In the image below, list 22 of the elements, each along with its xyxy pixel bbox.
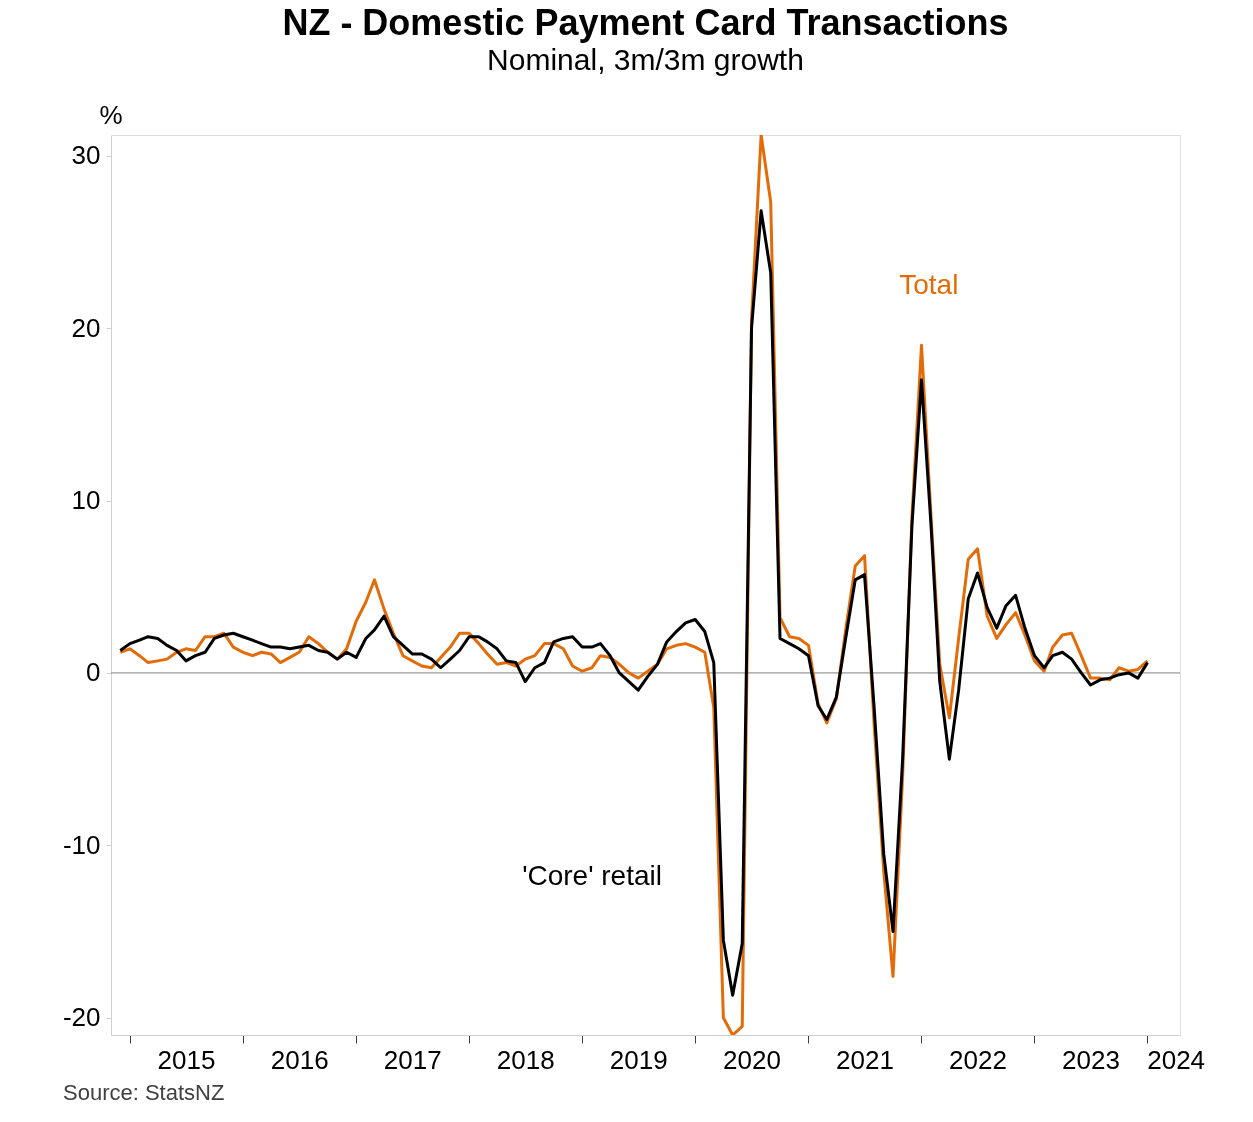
chart-subtitle: Nominal, 3m/3m growth bbox=[487, 43, 804, 76]
x-tick-label: 2016 bbox=[270, 1044, 329, 1075]
x-tick-label: 2018 bbox=[496, 1044, 555, 1075]
x-tick-label: 2017 bbox=[383, 1044, 442, 1075]
series-label: Total bbox=[899, 269, 959, 301]
y-tick-label: 10 bbox=[71, 485, 101, 516]
y-tick-label: -20 bbox=[62, 1002, 101, 1033]
y-tick-label: -10 bbox=[62, 829, 101, 860]
chart-title: NZ - Domestic Payment Card Transactions bbox=[282, 2, 1009, 43]
x-tick-label: 2015 bbox=[157, 1044, 216, 1075]
y-tick-label: 0 bbox=[86, 657, 101, 688]
y-tick-label: 20 bbox=[71, 312, 101, 343]
x-tick-label: 2021 bbox=[836, 1044, 894, 1075]
source-note: Source: StatsNZ bbox=[63, 1080, 225, 1105]
x-tick-label: 2023 bbox=[1062, 1044, 1120, 1075]
y-tick-label: 30 bbox=[71, 140, 101, 171]
text: 'Core' retail bbox=[522, 859, 662, 891]
x-tick-label: 2022 bbox=[949, 1044, 1007, 1075]
x-tick-label: 2019 bbox=[609, 1044, 668, 1075]
x-tick-label: 2024 bbox=[1147, 1044, 1206, 1075]
x-tick-label: 2020 bbox=[723, 1044, 781, 1075]
y-axis-title: % bbox=[99, 100, 123, 130]
